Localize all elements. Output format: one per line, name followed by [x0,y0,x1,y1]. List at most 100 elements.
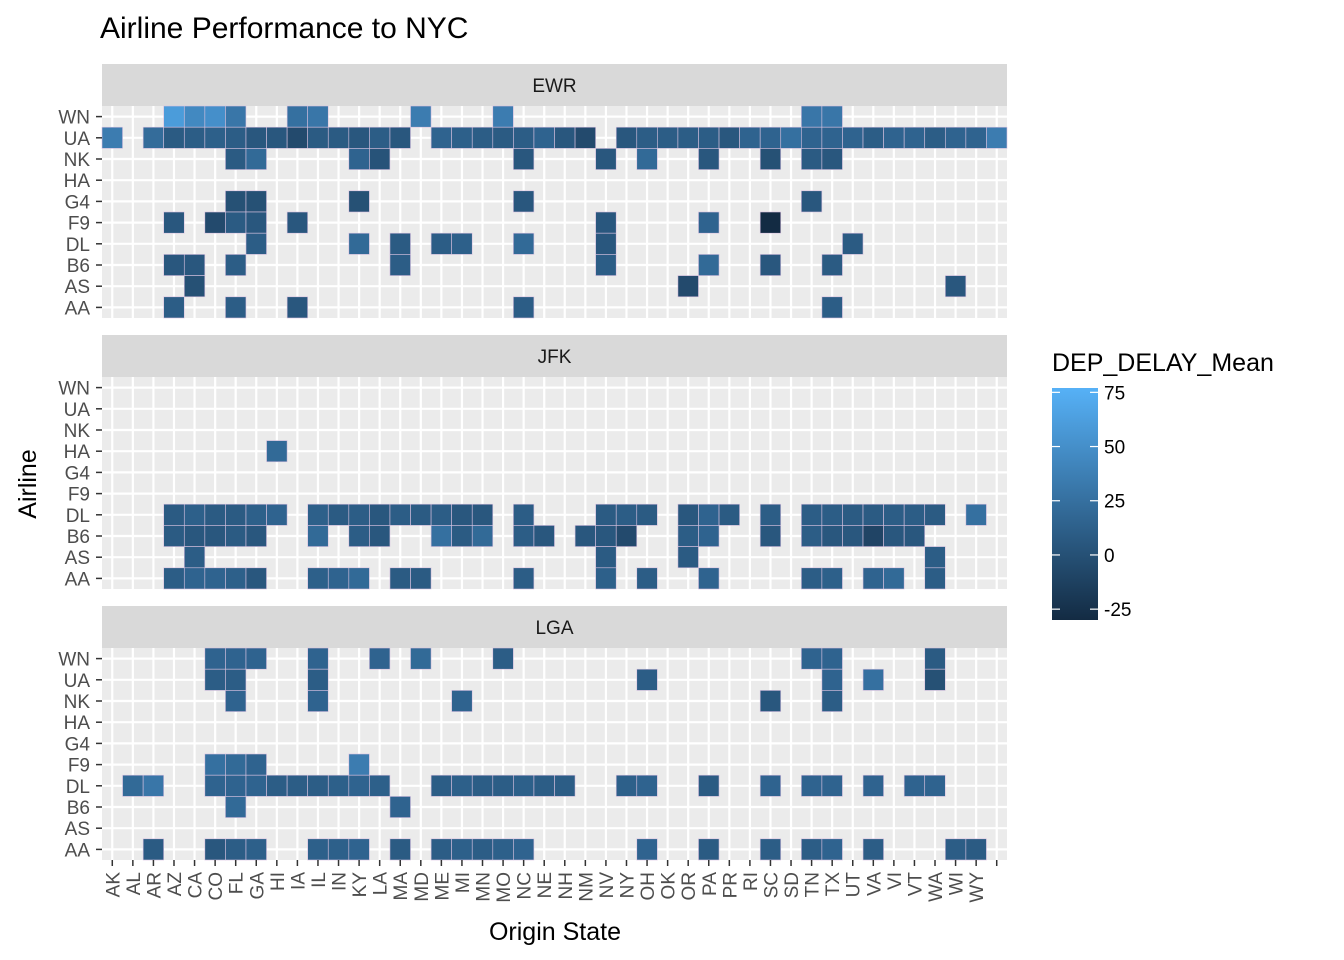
legend-tick-label: 25 [1104,492,1125,513]
heat-cell [225,647,247,670]
x-tick-label: NE [535,872,556,898]
heat-cell [944,838,967,861]
heat-cell [451,232,473,255]
heat-cell [492,838,514,861]
x-tick-label: GA [247,872,268,900]
heat-cell [718,126,740,149]
heat-cell [307,647,329,670]
heat-cell [636,774,658,797]
heat-cell [266,440,288,463]
heat-cell [821,503,843,526]
heat-cell [698,503,720,526]
heat-cell [245,232,267,255]
heat-cell [615,525,638,547]
heat-cell [759,525,782,547]
heat-cell [698,525,720,547]
heat-cell [554,774,576,797]
heat-cell [348,148,370,170]
heat-cell [286,126,308,149]
heat-cell [698,567,720,590]
heat-cell [327,126,350,149]
y-tick-label: AA [65,298,91,319]
x-tick-label: NV [597,872,618,899]
heat-cell [348,838,370,861]
y-tick-label: AS [65,277,90,298]
x-tick-label: LA [371,872,392,896]
heat-cell [327,567,350,590]
heat-cell [163,126,185,149]
heat-cell [307,774,329,797]
heat-cell [307,838,329,861]
x-tick-label: IA [288,872,309,890]
heat-cell [389,503,411,526]
heat-cell [986,126,1008,149]
heat-cell [204,838,226,861]
heat-cell [389,254,411,276]
heat-cell [595,211,617,234]
heat-cell [245,525,267,547]
heat-cell [862,774,884,797]
heat-cell [204,753,226,776]
heat-cell [698,838,720,861]
heat-cell [286,211,308,234]
heat-cell [759,211,782,234]
legend-tick-label: 0 [1104,546,1115,567]
heat-cell [451,503,473,526]
heat-cell [430,503,452,526]
heat-cell [965,503,987,526]
facet-strip-label: EWR [532,76,576,97]
heat-cell [821,105,843,128]
heat-cell [636,567,658,590]
heat-cell [924,546,946,569]
heat-cell [759,774,782,797]
heat-cell [821,567,843,590]
heat-cell [163,525,185,547]
x-axis: AK AL AR AZ CA CO FL GA HI IA IL IN KY LA MA MD ME MI MN MO… [103,860,998,903]
heat-cell [225,774,247,797]
y-tick-label: G4 [65,734,91,755]
heat-cell [883,567,905,590]
heat-cell [369,525,391,547]
heat-cell [513,232,535,255]
heat-cell [307,525,329,547]
heat-cell [163,296,185,319]
x-tick-label: MI [453,872,474,893]
heat-cell [821,126,843,149]
x-tick-label: VI [885,872,906,890]
heat-cell [780,126,802,149]
x-tick-label: MO [494,872,515,903]
heat-cell [677,546,699,569]
heat-cell [327,838,350,861]
x-tick-label: NY [617,872,638,899]
heat-cell [759,690,782,712]
heat-cell [163,503,185,526]
x-tick-label: NC [515,872,536,899]
heat-cell [430,525,452,547]
y-tick-label: AS [65,819,90,840]
heat-cell [451,690,473,712]
y-tick-label: UA [64,400,91,421]
heat-cell [801,148,823,170]
y-tick-label: F9 [68,485,90,506]
heat-cell [698,254,720,276]
heat-cell [225,190,247,213]
heat-cell [348,126,370,149]
panel-background [102,377,1007,589]
heat-cell [245,126,267,149]
heat-cell [677,275,699,298]
heat-cell [698,774,720,797]
legend-tick-label: -25 [1104,600,1131,621]
heat-cell [369,503,391,526]
x-tick-label: HI [268,872,289,891]
heat-cell [430,126,452,149]
heat-cell [595,546,617,569]
heat-cell [266,774,288,797]
heat-cell [595,567,617,590]
heat-cell [204,525,226,547]
x-tick-label: OR [679,872,700,901]
heat-cell [513,126,535,149]
x-tick-label: VA [864,872,885,896]
facet-panels: EWRWNUANKHAG4F9DLB6ASAAJFKWNUANKHAG4F9DL… [58,64,1008,861]
heat-cell [471,838,494,861]
